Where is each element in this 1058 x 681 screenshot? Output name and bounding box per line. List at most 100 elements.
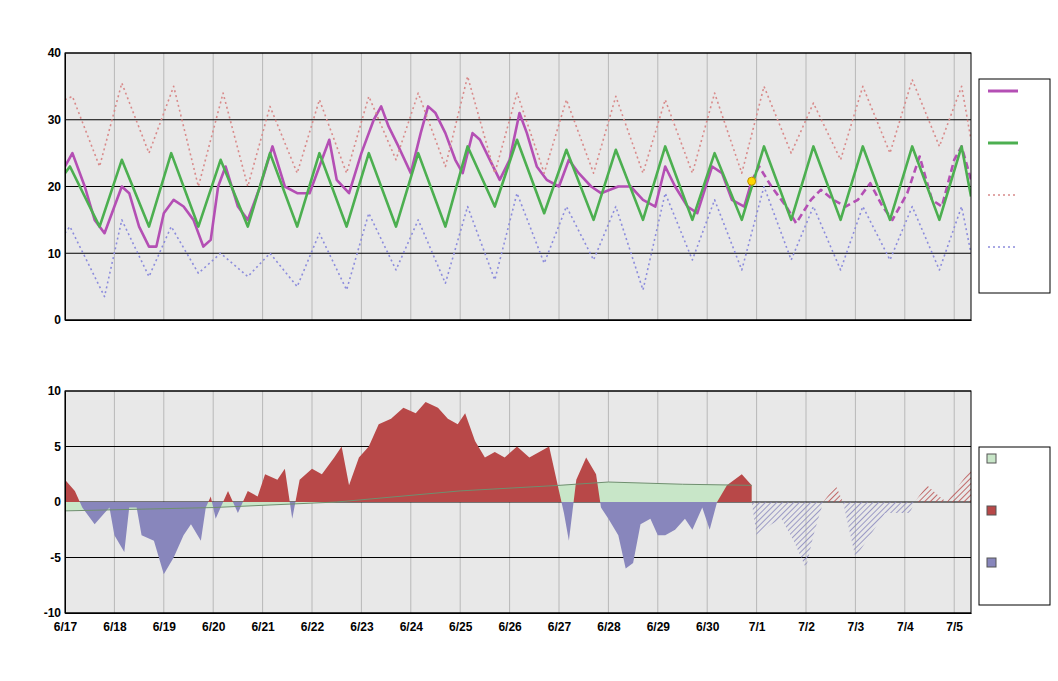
y-tick: 10 — [48, 384, 65, 398]
positive-region — [752, 469, 971, 502]
axis-domain — [66, 613, 972, 614]
legend-box — [979, 79, 1050, 293]
grid-line-y — [65, 446, 971, 447]
x-tick: 6/17 — [54, 613, 78, 634]
x-tick-label: 6/18 — [103, 620, 127, 634]
area-outline — [65, 482, 752, 511]
panel-0: 0 10 20 30 40 — [48, 46, 1050, 327]
negative-region — [65, 502, 752, 574]
legend — [979, 79, 1050, 293]
x-tick-label: 7/1 — [749, 620, 766, 634]
x-tick: 6/20 — [202, 613, 226, 634]
y-tick-label: 30 — [48, 113, 62, 127]
panel-1: -10 -5 0 5 10 6/17 6/18 6/19 6/20 6/21 6/22 6/23 6/2… — [44, 384, 1050, 633]
legend-swatch — [987, 454, 996, 463]
positive-region — [65, 402, 752, 502]
y-tick: 0 — [54, 313, 65, 327]
plot-area — [65, 402, 971, 574]
x-tick: 7/5 — [946, 613, 963, 634]
y-tick: -10 — [44, 606, 65, 620]
x-tick-label: 6/30 — [696, 620, 720, 634]
y-tick: 20 — [48, 180, 65, 194]
y-tick-label: 10 — [48, 247, 62, 261]
x-tick-label: 6/23 — [350, 620, 374, 634]
x-tick: 6/29 — [647, 613, 671, 634]
legend-swatch — [987, 558, 996, 567]
x-tick-label: 6/17 — [54, 620, 78, 634]
y-tick-label: -5 — [50, 551, 61, 565]
plot-background — [65, 53, 971, 320]
x-tick-label: 6/20 — [202, 620, 226, 634]
x-tick-label: 6/22 — [301, 620, 325, 634]
x-tick-label: 7/4 — [897, 620, 914, 634]
chart-svg: 010203040-10-505106/176/186/196/206/216/… — [0, 0, 1058, 681]
y-tick: 10 — [48, 247, 65, 261]
x-tick: 7/3 — [848, 613, 865, 634]
y-tick-label: -10 — [44, 606, 62, 620]
grid — [65, 391, 971, 613]
axis-domain — [65, 54, 66, 321]
grid-line-y — [65, 253, 971, 254]
legend-swatch — [988, 142, 1018, 145]
x-tick-label: 6/24 — [400, 620, 424, 634]
x-tick: 6/25 — [449, 613, 473, 634]
point — [748, 177, 756, 185]
x-tick: 6/30 — [696, 613, 720, 634]
y-tick-label: 0 — [54, 495, 61, 509]
line-series — [752, 146, 971, 223]
plot-frame — [65, 391, 971, 613]
area-series — [65, 402, 752, 502]
line-series — [65, 106, 752, 246]
y-tick: 5 — [54, 440, 65, 454]
legend — [979, 447, 1050, 605]
x-tick: 6/22 — [301, 613, 325, 634]
plot-background — [65, 391, 971, 613]
x-tick: 6/26 — [498, 613, 522, 634]
x-tick-label: 6/26 — [498, 620, 522, 634]
axis-domain — [66, 320, 972, 321]
x-tick: 6/19 — [153, 613, 177, 634]
y-tick: 40 — [48, 46, 65, 60]
y-tick-label: 10 — [48, 384, 62, 398]
x-tick-label: 6/27 — [548, 620, 572, 634]
x-tick: 6/28 — [597, 613, 621, 634]
area-series — [65, 502, 752, 574]
y-tick: -5 — [50, 551, 65, 565]
x-tick: 6/27 — [548, 613, 572, 634]
x-tick-label: 6/28 — [597, 620, 621, 634]
x-tick: 6/18 — [103, 613, 127, 634]
y-tick-label: 20 — [48, 180, 62, 194]
y-tick-label: 40 — [48, 46, 62, 60]
x-tick-label: 7/2 — [798, 620, 815, 634]
x-tick: 6/23 — [350, 613, 374, 634]
x-tick-label: 6/19 — [153, 620, 177, 634]
line-series — [65, 140, 971, 227]
line-series — [65, 76, 971, 186]
plot-frame — [65, 53, 971, 320]
axis-domain — [65, 392, 66, 614]
legend-swatch — [987, 506, 996, 515]
legend-box — [979, 447, 1050, 605]
x-tick-label: 7/5 — [946, 620, 963, 634]
line-series — [65, 187, 971, 297]
x-tick: 6/21 — [251, 613, 275, 634]
x-tick-label: 6/21 — [251, 620, 275, 634]
x-axis — [66, 320, 972, 322]
y-tick: 0 — [54, 495, 65, 509]
area-series — [752, 502, 971, 569]
x-tick: 6/24 — [400, 613, 424, 634]
x-tick-label: 6/29 — [647, 620, 671, 634]
legend-swatch — [988, 90, 1018, 93]
legend-swatch — [988, 194, 1018, 196]
grid — [65, 53, 971, 320]
grid-line-y — [65, 186, 971, 187]
x-tick: 7/4 — [897, 613, 914, 634]
x-tick-label: 7/3 — [848, 620, 865, 634]
y-tick-label: 0 — [54, 313, 61, 327]
x-axis: 6/17 6/18 6/19 6/20 6/21 6/22 6/23 6/24 6/25 6/26… — [54, 613, 972, 634]
negative-region — [752, 502, 971, 569]
x-tick-label: 6/25 — [449, 620, 473, 634]
y-tick: 30 — [48, 113, 65, 127]
y-axis: 0 10 20 30 40 — [48, 46, 66, 327]
grid-line-y — [65, 557, 971, 558]
